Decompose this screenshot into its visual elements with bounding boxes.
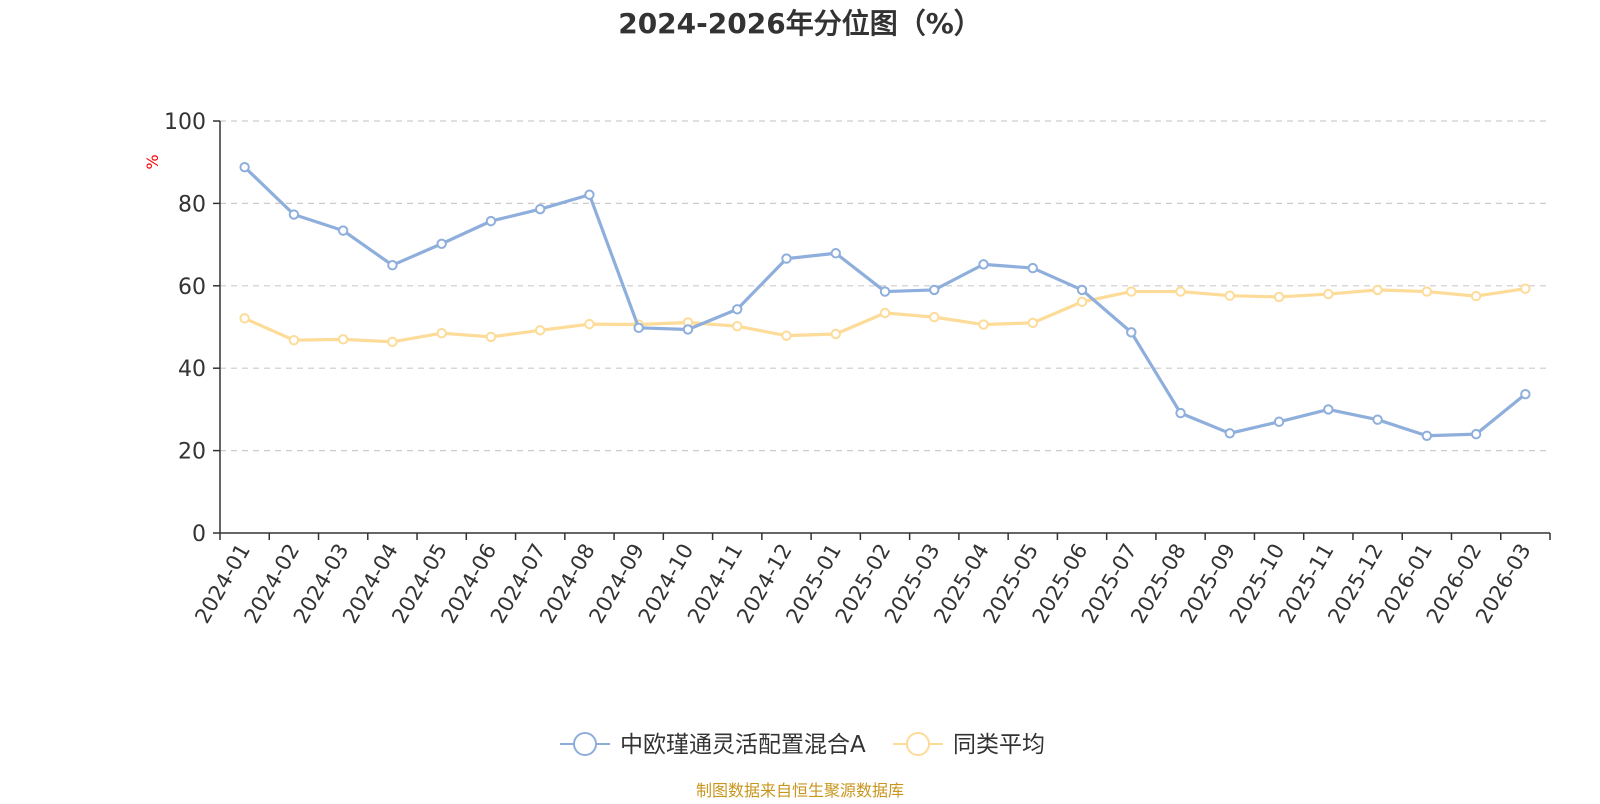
series-1-point[interactable] <box>485 215 497 227</box>
legend-label: 中欧瑾通灵活配置混合A <box>620 732 866 758</box>
series-1-point[interactable] <box>1175 407 1186 419</box>
series-1-point[interactable] <box>337 225 349 236</box>
series-2-point[interactable] <box>978 319 989 330</box>
y-axis-label: % <box>143 154 162 169</box>
series-2-point[interactable] <box>1126 286 1137 297</box>
series-1-point[interactable] <box>732 304 743 315</box>
legend-item-2[interactable]: 同类平均 <box>893 732 1045 758</box>
series-2-point[interactable] <box>534 325 546 336</box>
source-note: 制图数据来自恒生聚源数据库 <box>696 781 904 800</box>
series-2-point[interactable] <box>1224 290 1236 301</box>
series-1-point[interactable] <box>1126 327 1137 338</box>
y-tick-label: 60 <box>178 275 206 300</box>
series-1-point[interactable] <box>1520 388 1531 400</box>
y-tick-label: 100 <box>164 110 206 135</box>
series-2-point[interactable] <box>1470 290 1482 302</box>
series-2-point[interactable] <box>1372 284 1383 296</box>
series-1-point[interactable] <box>1273 416 1285 427</box>
series-1-point[interactable] <box>1470 428 1482 440</box>
legend-item-1[interactable]: 中欧瑾通灵活配置混合A <box>560 732 866 758</box>
series-2-point[interactable] <box>485 331 497 343</box>
series-2-point[interactable] <box>1421 286 1433 297</box>
series-2-point[interactable] <box>929 311 940 323</box>
y-tick-label: 40 <box>178 357 206 382</box>
series-1-point[interactable] <box>1372 414 1383 425</box>
series-1-point[interactable] <box>682 324 694 335</box>
series-2-point[interactable] <box>830 328 841 340</box>
series-2 <box>239 283 1531 348</box>
series-2-point[interactable] <box>337 334 349 345</box>
legend-circle-icon <box>573 732 597 756</box>
series-2-point[interactable] <box>1323 288 1334 300</box>
series-1-point[interactable] <box>633 322 644 334</box>
legend-label: 同类平均 <box>953 732 1045 758</box>
series-2-point[interactable] <box>239 313 250 324</box>
series-2-point[interactable] <box>1273 291 1285 303</box>
series-2-point[interactable] <box>1027 317 1038 329</box>
series-1-point[interactable] <box>1076 284 1088 296</box>
series-1-point[interactable] <box>1421 430 1433 441</box>
y-tick-label: 20 <box>178 440 206 465</box>
legend[interactable]: 中欧瑾通灵活配置混合A 同类平均 <box>560 732 1045 758</box>
series-1-point[interactable] <box>929 284 940 296</box>
series-2-point[interactable] <box>436 327 447 339</box>
series-2-point[interactable] <box>879 307 891 319</box>
grid-lines <box>220 120 1550 452</box>
series-group <box>239 161 1531 441</box>
chart-title: 2024-2026年分位图（%） <box>618 7 982 40</box>
series-1-point[interactable] <box>1027 262 1038 274</box>
series-1-point[interactable] <box>1224 428 1236 439</box>
y-tick-label: 0 <box>192 522 206 547</box>
series-2-point[interactable] <box>1520 283 1531 294</box>
y-tick-label: 80 <box>178 192 206 217</box>
series-2-point[interactable] <box>1175 286 1186 297</box>
series-1-point[interactable] <box>288 209 300 220</box>
series-1-point[interactable] <box>978 259 989 270</box>
series-1-line <box>243 165 1527 438</box>
series-2-point[interactable] <box>584 318 595 330</box>
series-1-point[interactable] <box>534 203 546 215</box>
series-2-point[interactable] <box>732 320 743 332</box>
series-2-point[interactable] <box>387 336 398 348</box>
series-1-point[interactable] <box>387 260 398 271</box>
series-1-point[interactable] <box>436 238 447 249</box>
series-1-point[interactable] <box>879 286 891 297</box>
legend-circle-icon <box>906 732 930 756</box>
series-1-point[interactable] <box>584 189 595 200</box>
series-1-point[interactable] <box>781 253 792 264</box>
series-1-point[interactable] <box>1323 404 1334 415</box>
series-2-point[interactable] <box>1076 296 1088 308</box>
series-1-point[interactable] <box>830 248 841 259</box>
series-1-point[interactable] <box>239 161 250 173</box>
series-1 <box>239 161 1531 441</box>
series-2-point[interactable] <box>781 330 792 341</box>
series-2-point[interactable] <box>288 334 300 346</box>
